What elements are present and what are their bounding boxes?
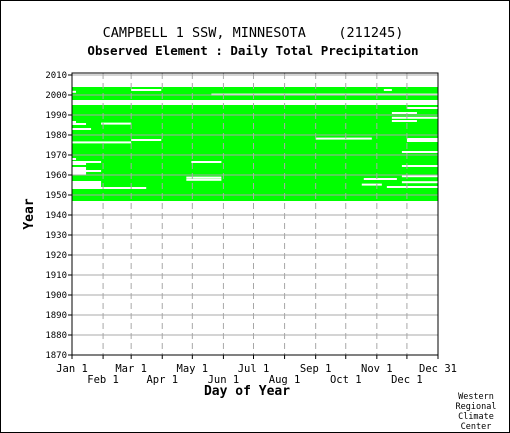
credit-line-1: Western <box>458 392 494 402</box>
missing-gap-30 <box>72 100 438 102</box>
chart-subtitle: Observed Element : Daily Total Precipita… <box>87 43 418 58</box>
coverage-layer <box>72 87 438 201</box>
y-tick-label-11: 1900 <box>45 291 67 301</box>
y-tick-label-1: 2000 <box>45 91 67 101</box>
y-tick-label-5: 1960 <box>45 171 67 181</box>
missing-gap-9 <box>72 170 102 172</box>
x-tick-label-11: Dec 1 <box>391 374 423 386</box>
y-tick-label-3: 1980 <box>45 131 67 141</box>
y-tick-label-0: 2010 <box>45 71 67 81</box>
x-tick-label-9: Oct 1 <box>330 374 362 386</box>
missing-gap-22 <box>72 123 87 125</box>
y-tick-label-8: 1930 <box>45 231 67 241</box>
missing-gap-15 <box>401 151 438 153</box>
missing-gap-29 <box>72 102 438 104</box>
missing-gap-10 <box>401 165 438 167</box>
x-axis-label: Day of Year <box>204 384 290 399</box>
credit-line-2: Regional <box>456 402 497 412</box>
missing-gap-25 <box>391 120 417 122</box>
coverage-block-3 <box>86 167 438 175</box>
missing-gap-11 <box>72 163 87 165</box>
y-tick-label-14: 1870 <box>45 351 67 361</box>
missing-gap-1 <box>386 186 438 188</box>
missing-gap-16 <box>72 141 132 144</box>
missing-gap-2 <box>361 183 382 186</box>
y-tick-label-12: 1890 <box>45 311 67 321</box>
x-tick-label-4: May 1 <box>177 363 209 375</box>
coverage-block-7 <box>72 127 438 133</box>
x-tick-label-10: Nov 1 <box>361 363 393 375</box>
x-tick-label-3: Apr 1 <box>146 374 178 386</box>
x-tick-label-7: Aug 1 <box>269 374 301 386</box>
missing-gap-26 <box>391 116 438 119</box>
x-tick-label-2: Mar 1 <box>115 363 147 375</box>
y-tick-label-7: 1940 <box>45 211 67 221</box>
missing-gap-24 <box>72 121 77 123</box>
y-tick-label-10: 1910 <box>45 271 67 281</box>
y-tick-label-2: 1990 <box>45 111 67 121</box>
missing-gap-14 <box>72 158 77 160</box>
coverage-block-10 <box>72 97 438 101</box>
missing-gap-4 <box>186 178 222 181</box>
coverage-block-8 <box>72 115 438 127</box>
x-tick-label-6: Jul 1 <box>238 363 270 375</box>
missing-gap-3 <box>401 181 438 184</box>
coverage-block-6 <box>72 133 438 145</box>
missing-gap-27 <box>391 112 417 114</box>
missing-gap-32 <box>72 90 77 93</box>
missing-gap-18 <box>131 139 162 141</box>
y-tick-label-6: 1950 <box>45 191 67 201</box>
missing-gap-5 <box>186 176 222 179</box>
missing-gap-13 <box>191 161 222 163</box>
missing-gap-33 <box>131 89 162 91</box>
missing-gap-17 <box>406 140 438 142</box>
missing-gap-19 <box>315 137 372 140</box>
coverage-block-9 <box>72 105 438 115</box>
x-tick-label-12: Dec 31 <box>419 363 457 375</box>
plot-border <box>71 72 439 356</box>
coverage-block-12 <box>72 87 438 91</box>
chart-title: CAMPBELL 1 SSW, MINNESOTA (211245) <box>103 25 404 41</box>
missing-gap-28 <box>406 107 438 109</box>
missing-gap-34 <box>383 89 392 91</box>
missing-gap-20 <box>406 138 438 140</box>
coverage-block-2 <box>72 175 438 181</box>
y-tick-label-13: 1880 <box>45 331 67 341</box>
coverage-block-5 <box>72 145 438 153</box>
x-tick-label-8: Sep 1 <box>300 363 332 375</box>
y-axis-ticks: 2010 2000 1990 1980 1970 1960 1950 1940 1930 1920… <box>45 71 72 361</box>
x-tick-label-1: Feb 1 <box>87 374 119 386</box>
x-tick-label-0: Jan 1 <box>56 363 88 375</box>
y-axis-label: Year <box>22 198 37 229</box>
missing-gap-21 <box>72 128 92 130</box>
missing-gap-7 <box>401 175 438 178</box>
y-tick-label-9: 1920 <box>45 251 67 261</box>
missing-gap-23 <box>101 122 132 125</box>
missing-gap-6 <box>363 178 397 180</box>
missing-gap-8 <box>72 172 87 174</box>
coverage-block-1 <box>101 181 438 189</box>
missing-gap-12 <box>72 161 102 163</box>
y-tick-label-4: 1970 <box>45 151 67 161</box>
credit-line-4: Center <box>461 422 492 432</box>
x-tick-label-5: Jun 1 <box>208 374 240 386</box>
credit-block: Western Regional Climate Center <box>456 392 497 432</box>
coverage-block-4 <box>72 153 438 167</box>
missing-gap-0 <box>86 187 147 189</box>
grid-layer <box>72 73 438 356</box>
credit-line-3: Climate <box>458 412 494 422</box>
